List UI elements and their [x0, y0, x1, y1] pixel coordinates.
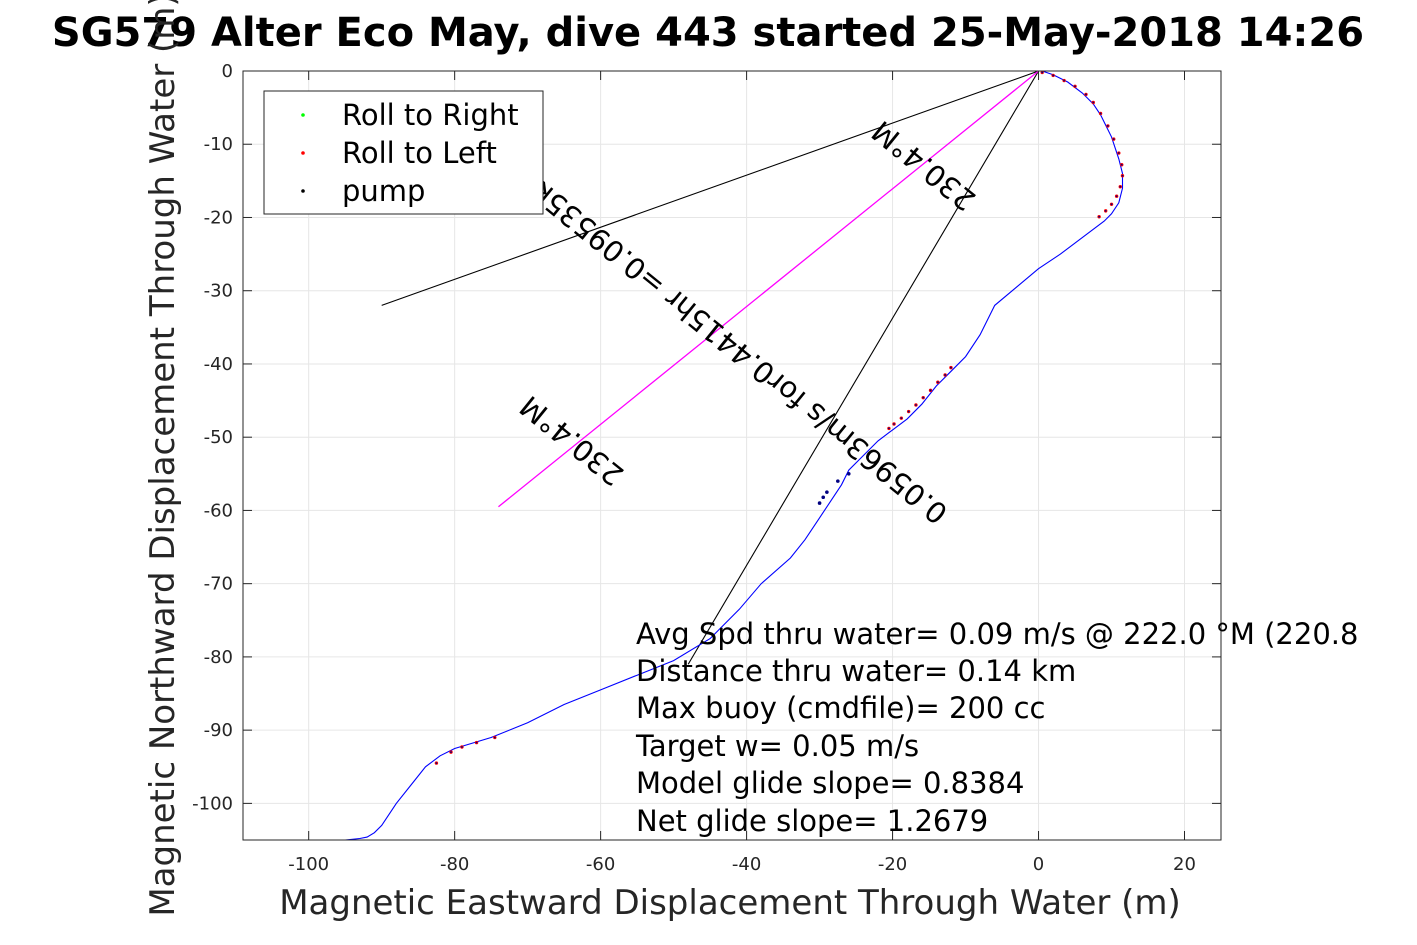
pump-marker-overlay [1098, 215, 1101, 218]
stat-max-buoy: Max buoy (cmdfile)= 200 cc [636, 691, 1045, 725]
pump-marker-overlay [435, 762, 438, 764]
pump-marker-overlay [1074, 85, 1076, 88]
pump-marker-overlay [475, 741, 478, 744]
y-tick-label: -70 [204, 574, 233, 595]
pump-marker-overlay [915, 404, 917, 406]
pump-marker-overlay [1120, 163, 1123, 166]
heading-cone-line [381, 71, 1039, 306]
stat-model-glide: Model glide slope= 0.8384 [636, 766, 1024, 800]
x-tick-label: 0 [1033, 854, 1044, 875]
x-tick-label: -60 [586, 854, 615, 875]
pump-marker-overlay [1106, 125, 1109, 127]
dive-stats: Avg Spd thru water= 0.09 m/s @ 222.0 °M … [635, 617, 1358, 838]
legend-box [263, 90, 544, 215]
pump-marker-overlay [1112, 138, 1115, 141]
legend-label-pump: pump [342, 174, 425, 208]
x-tick-label: -40 [732, 854, 761, 875]
y-tick-label: 0 [222, 61, 233, 82]
x-tick-label: 20 [1173, 854, 1196, 875]
pump-marker-overlay [1119, 185, 1122, 188]
pump-marker-overlay [893, 423, 895, 425]
plot-frame [242, 70, 1222, 841]
pump-marker-overlay [1052, 74, 1055, 77]
legend-label-roll-right: Roll to Right [342, 98, 519, 132]
average-vector [498, 71, 1039, 508]
pump-marker-overlay [888, 427, 890, 430]
heading-cone [381, 71, 1040, 665]
pump-marker-overlay [944, 374, 947, 376]
pump-marker-overlay [1041, 71, 1044, 74]
pump-marker-overlay [929, 389, 932, 392]
y-tick-label: -80 [204, 647, 233, 668]
y-tick-label: -90 [204, 720, 233, 741]
pump-marker-overlay [1117, 152, 1120, 154]
legend-marker-pump [301, 189, 305, 193]
y-tick-label: -60 [204, 500, 233, 521]
average-vector-line [498, 71, 1039, 508]
y-tick-label: -40 [204, 354, 233, 375]
pump-marker-overlay [936, 381, 939, 384]
pump-marker [846, 472, 851, 476]
pump-marker-overlay [900, 417, 903, 420]
axis-ticks: -100 -80 -60 -40 -20 0 20 0 -10 -20 -30 -40 -50 -60 -7… [192, 61, 1221, 875]
x-tick-label: -20 [878, 854, 907, 875]
pump-marker-overlay [450, 751, 452, 754]
markers [434, 71, 1125, 765]
pump-marker-overlay [1092, 101, 1095, 104]
stat-distance: Distance thru water= 0.14 km [636, 654, 1076, 688]
y-tick-label: -20 [204, 207, 233, 228]
track-line [345, 71, 1124, 840]
pump-marker-overlay [1121, 174, 1124, 177]
pump-marker-overlay [1099, 112, 1102, 115]
y-tick-label: -30 [204, 281, 233, 302]
pump-marker-overlay [950, 366, 952, 369]
stat-net-glide: Net glide slope= 1.2679 [636, 804, 988, 838]
pump-marker-overlay [1115, 195, 1118, 198]
pump-marker-overlay [461, 746, 463, 748]
heading-cone-line [687, 71, 1040, 665]
pump-marker [836, 479, 840, 483]
x-tick-label: -100 [288, 854, 329, 875]
x-axis-label: Magnetic Eastward Displacement Through W… [279, 883, 1181, 923]
pump-marker [817, 501, 822, 505]
x-tick-label: -80 [440, 854, 469, 875]
y-tick-label: -10 [204, 134, 233, 155]
stat-avg-speed: Avg Spd thru water= 0.09 m/s @ 222.0 °M … [636, 617, 1358, 651]
y-tick-label: -50 [204, 427, 233, 448]
y-tick-label: -100 [192, 793, 233, 814]
legend-label-roll-left: Roll to Left [342, 136, 497, 170]
pump-marker [825, 490, 829, 494]
y-axis-label: Magnetic Northward Displacement Through … [143, 0, 183, 917]
pump-marker-overlay [1110, 203, 1113, 206]
dive-track [345, 71, 1124, 840]
legend: Roll to Right Roll to Left pump [263, 90, 544, 215]
legend-marker-roll-right [301, 113, 305, 117]
pump-marker-overlay [1063, 79, 1065, 82]
pump-marker-overlay [1104, 209, 1107, 212]
pump-marker-overlay [493, 736, 496, 739]
pump-marker-overlay [922, 396, 925, 399]
pump-marker-overlay [1085, 93, 1087, 96]
legend-marker-roll-left [301, 151, 305, 155]
chart-title: SG579 Alter Eco May, dive 443 started 25… [52, 10, 1364, 56]
pump-marker [821, 495, 826, 500]
pump-marker-overlay [907, 410, 910, 413]
stat-target-w: Target w= 0.05 m/s [635, 729, 919, 763]
